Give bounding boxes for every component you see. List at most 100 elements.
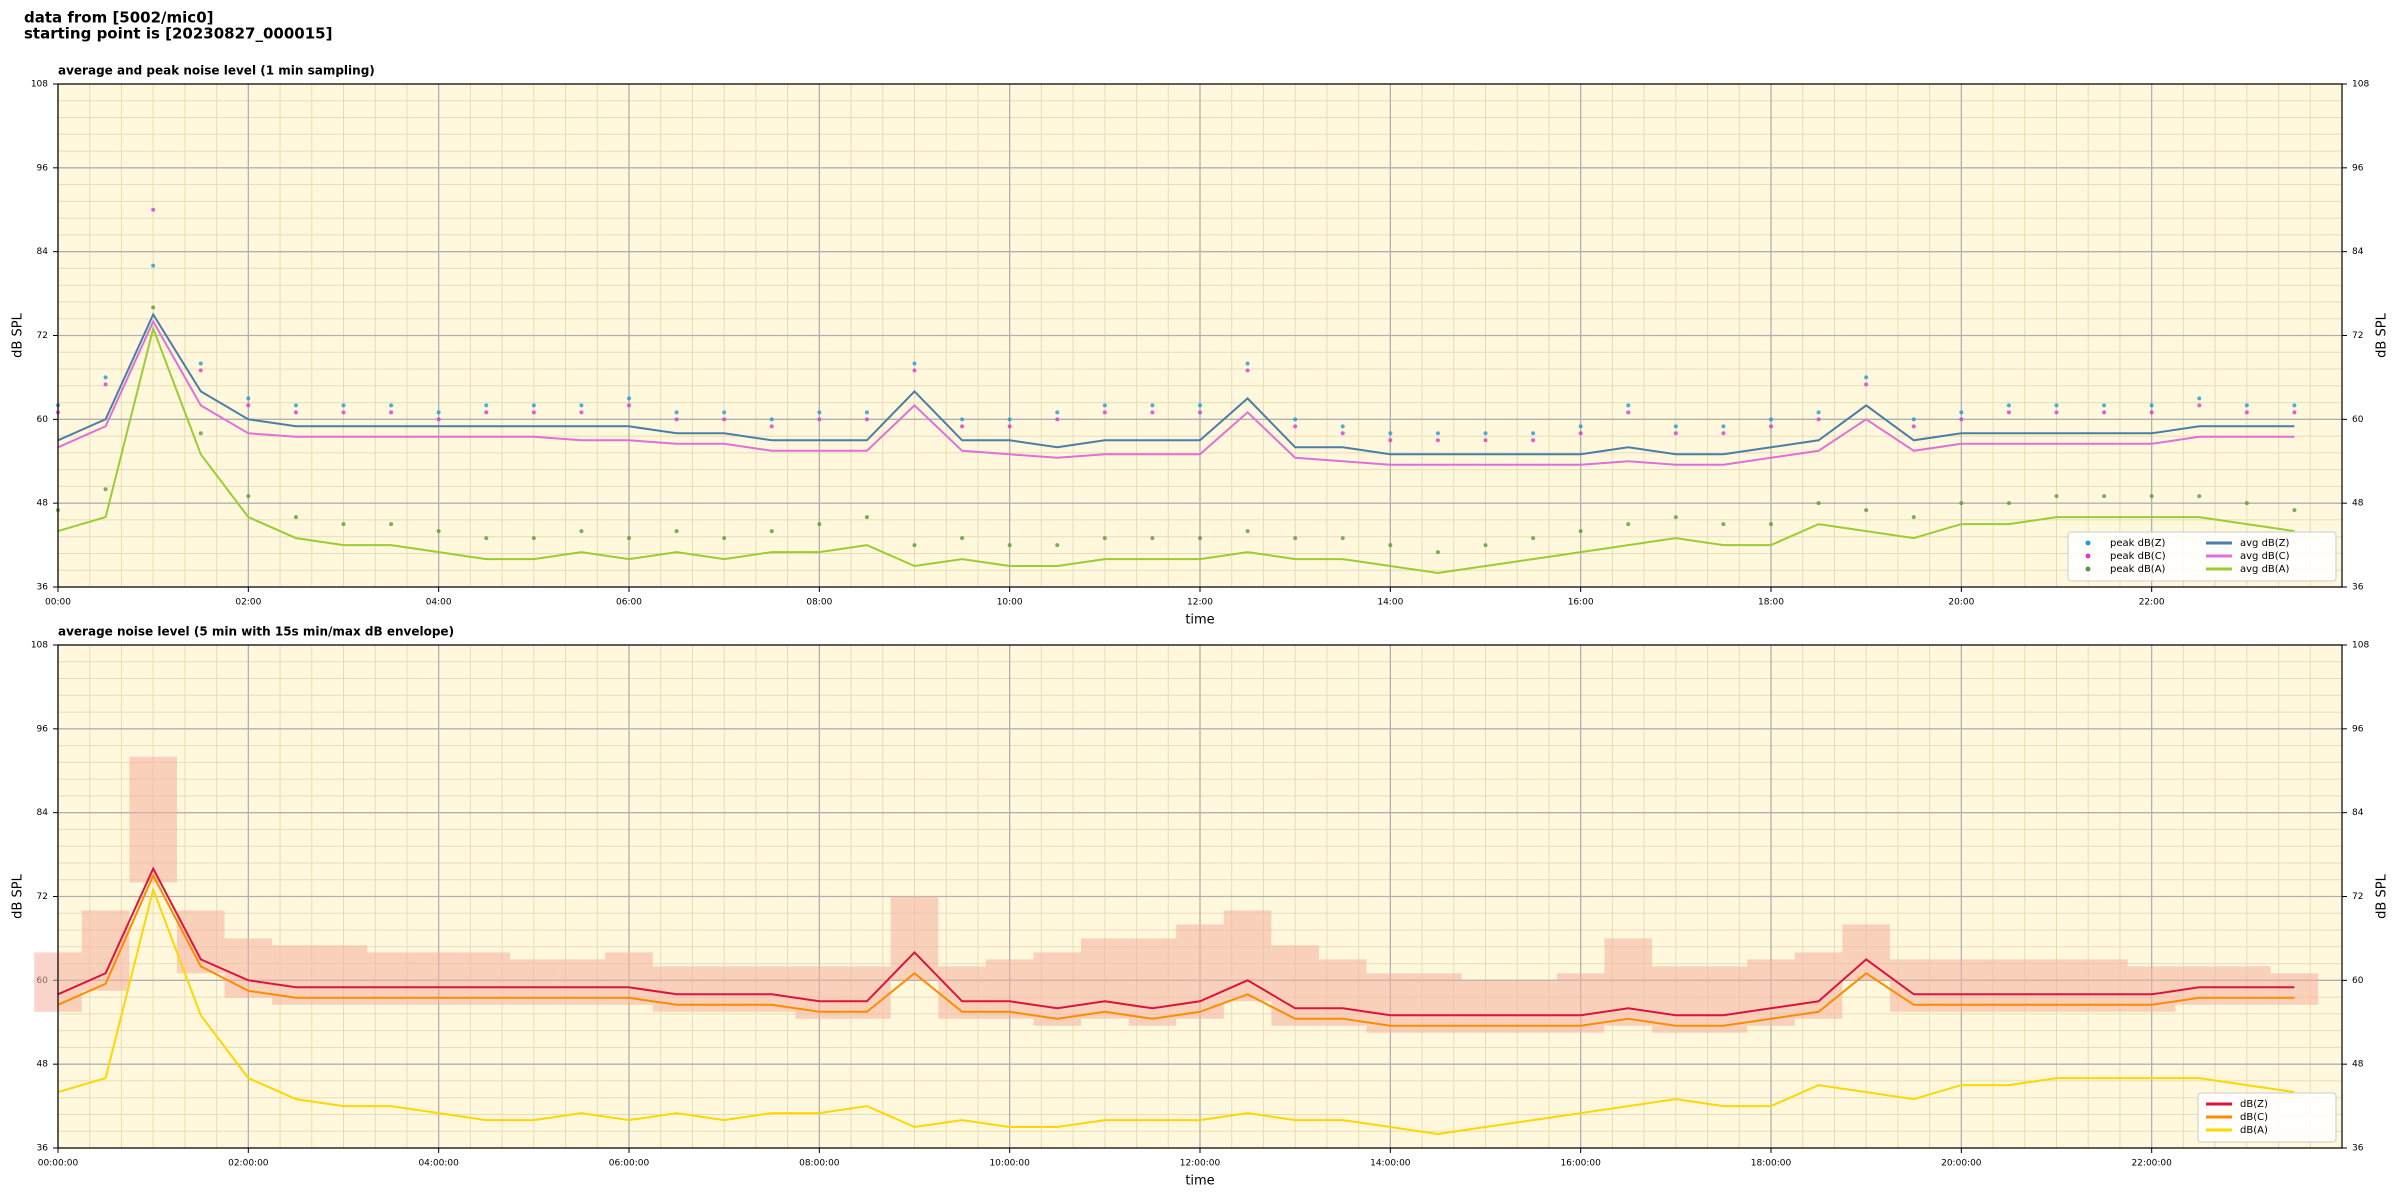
peak-point xyxy=(1483,438,1488,443)
peak-point xyxy=(864,515,869,520)
envelope xyxy=(81,910,130,991)
peak-point xyxy=(2006,410,2011,415)
envelope xyxy=(1033,952,1082,1026)
peak-point xyxy=(2149,403,2154,408)
y-axis-label: dB SPL xyxy=(2375,312,2390,357)
peak-point xyxy=(1816,410,1821,415)
peak-point xyxy=(1007,417,1012,422)
peak-point xyxy=(246,494,251,499)
y-tick-label: 84 xyxy=(37,808,49,818)
peak-point xyxy=(341,410,346,415)
envelope xyxy=(1747,959,1795,1026)
y-tick-label: 60 xyxy=(2352,976,2364,986)
y-tick-label: 72 xyxy=(2352,331,2363,341)
peak-point xyxy=(389,403,394,408)
peak-point xyxy=(1578,424,1583,429)
legend-label: peak dB(C) xyxy=(2110,551,2166,562)
peak-point xyxy=(1769,417,1773,422)
y-tick-label: 72 xyxy=(37,331,48,341)
peak-point xyxy=(2102,494,2107,499)
peak-point xyxy=(151,263,156,268)
peak-point xyxy=(103,487,108,492)
x-tick-label: 06:00 xyxy=(616,598,642,608)
peak-point xyxy=(769,424,774,429)
legend-box xyxy=(2067,531,2337,582)
peak-point xyxy=(436,529,441,534)
peak-point xyxy=(1673,431,1678,436)
peak-point xyxy=(1626,403,1631,408)
peak-point xyxy=(1864,508,1869,513)
peak-point xyxy=(912,368,917,373)
y-tick-label: 96 xyxy=(2352,163,2364,173)
peak-point xyxy=(1293,417,1298,422)
y-tick-label: 60 xyxy=(37,415,49,425)
plot-frame xyxy=(57,83,2343,588)
legend-label: avg dB(Z) xyxy=(2240,538,2290,549)
peak-point xyxy=(1388,543,1393,548)
x-tick-label: 16:00:00 xyxy=(1560,1159,1601,1169)
peak-point xyxy=(2054,494,2059,499)
peak-point xyxy=(246,396,251,401)
envelope xyxy=(176,910,225,974)
envelope xyxy=(224,938,273,998)
series-line xyxy=(57,325,2295,575)
peak-point xyxy=(341,403,346,408)
peak-point xyxy=(817,417,822,422)
peak-point xyxy=(2244,403,2249,408)
envelope xyxy=(2080,959,2128,1012)
y-tick-label: 60 xyxy=(2352,415,2364,425)
peak-point xyxy=(1816,501,1821,506)
peak-point xyxy=(674,529,679,534)
envelope xyxy=(1128,938,1177,1026)
peak-point xyxy=(1055,543,1060,548)
peak-point xyxy=(722,536,727,541)
y-tick-label: 96 xyxy=(2352,724,2364,734)
envelope xyxy=(1889,959,1938,1012)
envelope xyxy=(1223,910,1272,1002)
peak-point xyxy=(1959,501,1964,506)
x-tick-label: 20:00 xyxy=(1948,598,1974,608)
peak-point xyxy=(2292,508,2297,513)
x-tick-label: 22:00 xyxy=(2139,598,2165,608)
x-tick-label: 10:00:00 xyxy=(989,1159,1030,1169)
series-line xyxy=(57,312,2295,456)
peak-point xyxy=(151,305,156,310)
peak-point xyxy=(1864,382,1869,387)
peak-point xyxy=(198,431,203,436)
envelope xyxy=(1461,980,1510,1033)
envelope xyxy=(1081,938,1129,1019)
peak-point xyxy=(531,536,536,541)
y-tick-label: 84 xyxy=(2352,247,2364,257)
peak-point xyxy=(817,410,822,415)
peak-point xyxy=(1198,410,1202,415)
peak-point xyxy=(293,515,298,520)
legend-label: peak dB(A) xyxy=(2110,564,2166,575)
x-tick-label: 22:00:00 xyxy=(2131,1159,2172,1169)
y-tick-label: 108 xyxy=(2352,641,2369,651)
x-tick-label: 18:00:00 xyxy=(1751,1159,1792,1169)
peak-point xyxy=(674,410,679,415)
peak-point xyxy=(912,361,917,366)
heading-line: data from [5002/mic0] xyxy=(24,9,214,27)
y-tick-label: 36 xyxy=(37,1144,49,1154)
peak-point xyxy=(1769,424,1773,429)
peak-point xyxy=(531,410,536,415)
envelope xyxy=(2175,966,2224,1005)
peak-point xyxy=(2054,410,2059,415)
series-line xyxy=(57,319,2295,466)
peak-point xyxy=(2149,410,2154,415)
x-tick-label: 12:00:00 xyxy=(1180,1159,1221,1169)
envelope xyxy=(1699,966,1748,1033)
envelope xyxy=(938,966,986,1019)
legend-marker xyxy=(2085,566,2091,572)
y-tick-label: 96 xyxy=(37,724,49,734)
x-tick-label: 16:00 xyxy=(1568,598,1594,608)
envelope xyxy=(462,952,511,1005)
y-tick-label: 108 xyxy=(31,80,48,90)
x-tick-label: 18:00 xyxy=(1758,598,1784,608)
series-line xyxy=(57,873,2295,1027)
peak-point xyxy=(484,403,489,408)
peak-point xyxy=(627,396,631,401)
peak-point xyxy=(722,417,727,422)
peak-point xyxy=(1198,403,1202,408)
